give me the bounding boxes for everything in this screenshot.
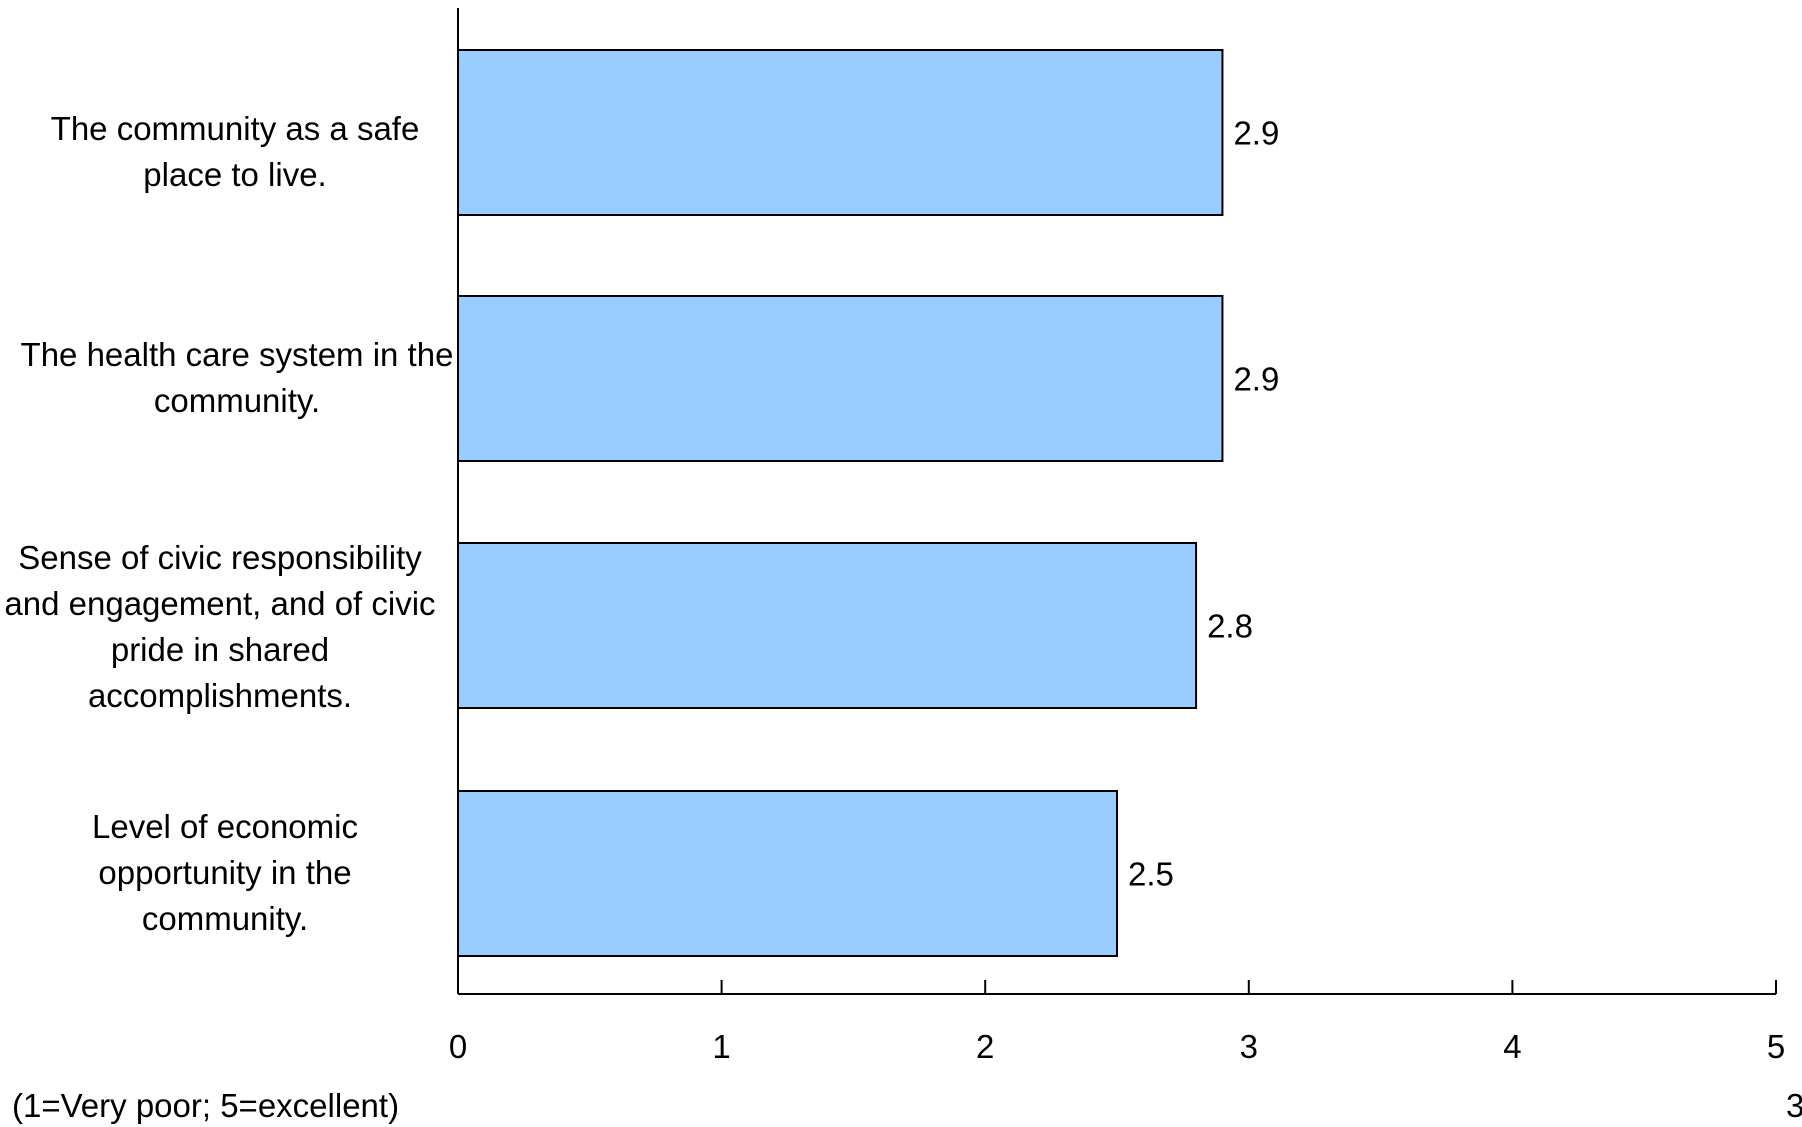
- bar-2: [457, 542, 1198, 709]
- x-tick-label-5: 5: [1767, 1028, 1785, 1065]
- data-label-3: 2.5: [1128, 856, 1174, 893]
- category-label-1: The health care system in the community.: [20, 336, 454, 419]
- category-label-2: Sense of civic responsibility and engage…: [4, 539, 436, 714]
- data-label-0: 2.9: [1233, 115, 1279, 152]
- category-label-0: The community as a safe place to live.: [50, 110, 420, 193]
- page-number: 3: [1786, 1087, 1802, 1124]
- scale-note: (1=Very poor; 5=excellent): [12, 1087, 400, 1124]
- bar-0: [457, 49, 1224, 216]
- category-label-3: Level of economic opportunity in the com…: [92, 808, 358, 937]
- x-tick-label-4: 4: [1503, 1028, 1521, 1065]
- bar-3: [457, 790, 1118, 957]
- x-tick-label-3: 3: [1240, 1028, 1258, 1065]
- x-tick-label-0: 0: [449, 1028, 467, 1065]
- data-label-1: 2.9: [1233, 361, 1279, 398]
- data-label-2: 2.8: [1207, 608, 1253, 645]
- x-tick-label-1: 1: [712, 1028, 730, 1065]
- bar-1: [457, 295, 1224, 462]
- x-tick-label-2: 2: [976, 1028, 994, 1065]
